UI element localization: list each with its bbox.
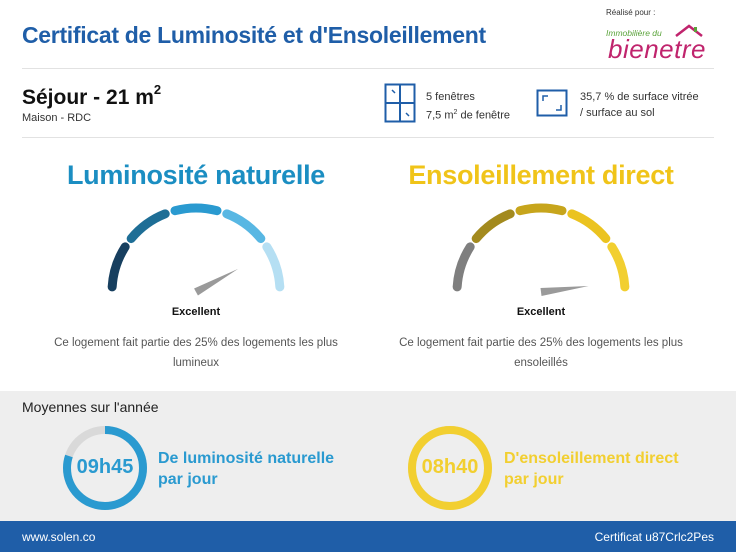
- logo-subtitle: Immobilière du: [606, 28, 662, 38]
- website-link[interactable]: www.solen.co: [22, 530, 96, 544]
- gauge-needle: [540, 285, 589, 296]
- realise-pour-label: Réalisé pour :: [606, 8, 656, 17]
- sunshine-hours-label: D'ensoleillement direct par jour: [504, 448, 679, 490]
- windows-icon: [384, 83, 416, 123]
- windows-info: 5 fenêtres 7,5 m2 de fenêtre: [426, 89, 510, 124]
- sunshine-description-line1: Ce logement fait partie des 25% des loge…: [399, 337, 683, 349]
- glazing-basis: / surface au sol: [580, 107, 655, 119]
- sunshine-description: Ce logement fait partie des 25% des loge…: [376, 333, 706, 373]
- luminosity-hours-label-line1: De luminosité naturelle: [158, 450, 335, 467]
- luminosity-hours-label-line2: par jour: [158, 471, 218, 488]
- luminosity-hours-label: De luminosité naturelle par jour: [158, 448, 334, 490]
- gauge-segment-3: [170, 203, 222, 216]
- gauge-segment-1: [107, 242, 130, 292]
- page-title: Certificat de Luminosité et d'Ensoleille…: [22, 22, 486, 48]
- windows-area-unit: de fenêtre: [457, 109, 511, 122]
- floor-area-icon: [536, 89, 568, 117]
- sunshine-hours-ring: [408, 426, 492, 510]
- gauge-segment-2: [126, 209, 170, 244]
- certificate-id: Certificat u87Crlc2Pes: [594, 530, 714, 544]
- ring-progress-arc: [63, 426, 147, 510]
- gauge-needle: [194, 268, 239, 296]
- room-title: Séjour - 21 m2: [22, 82, 162, 110]
- header-divider: [22, 68, 714, 69]
- luminosity-description-line2: lumineux: [172, 357, 220, 369]
- sunshine-title: Ensoleillement direct: [408, 160, 674, 190]
- room-title-text: Séjour - 21 m: [22, 86, 154, 109]
- luminosity-title: Luminosité naturelle: [66, 160, 326, 190]
- sunshine-gauge: [452, 203, 630, 296]
- house-roof-icon: [675, 24, 703, 37]
- annual-averages-title: Moyennes sur l'année: [22, 399, 159, 415]
- glazing-info: 35,7 % de surface vitrée / surface au so…: [580, 89, 699, 121]
- windows-area: 7,5 m2 de fenêtre: [426, 105, 510, 124]
- glazing-ratio: 35,7 % de surface vitrée: [580, 91, 699, 103]
- gauge-segment-5: [607, 242, 630, 292]
- sunshine-rating: Excellent: [516, 306, 566, 318]
- ring-progress-arc: [408, 426, 492, 510]
- gauge-segment-4: [567, 209, 611, 244]
- room-title-sup: 2: [153, 82, 162, 97]
- luminosity-description: Ce logement fait partie des 25% des loge…: [31, 333, 361, 373]
- room-divider: [22, 137, 714, 138]
- logo-wordmark: bienetre: [608, 34, 706, 64]
- luminosity-hours-value: 09h45: [76, 456, 134, 478]
- sunshine-hours-value: 08h40: [421, 456, 479, 478]
- footer-bar: www.solen.co Certificat u87Crlc2Pes: [0, 521, 736, 552]
- luminosity-gauge: [107, 203, 285, 296]
- gauge-segment-1: [452, 242, 475, 292]
- room-subtitle: Maison - RDC: [22, 112, 92, 124]
- gauge-segment-3: [515, 203, 567, 216]
- luminosity-rating: Excellent: [171, 306, 221, 318]
- luminosity-hours-ring: [63, 426, 147, 510]
- sunshine-hours-label-line1: D'ensoleillement direct: [504, 450, 679, 467]
- bienetre-logo: Immobilière du bienetre: [604, 22, 718, 64]
- windows-area-value: 7,5 m: [426, 109, 454, 122]
- gauge-segment-5: [262, 242, 285, 292]
- luminosity-description-line1: Ce logement fait partie des 25% des loge…: [54, 337, 338, 349]
- gauge-segment-4: [222, 209, 266, 244]
- sunshine-description-line2: ensoleillés: [514, 357, 568, 369]
- windows-count: 5 fenêtres: [426, 91, 475, 103]
- windows-area-sup: 2: [453, 109, 458, 116]
- sunshine-hours-label-line2: par jour: [504, 471, 564, 488]
- gauge-segment-2: [471, 209, 515, 244]
